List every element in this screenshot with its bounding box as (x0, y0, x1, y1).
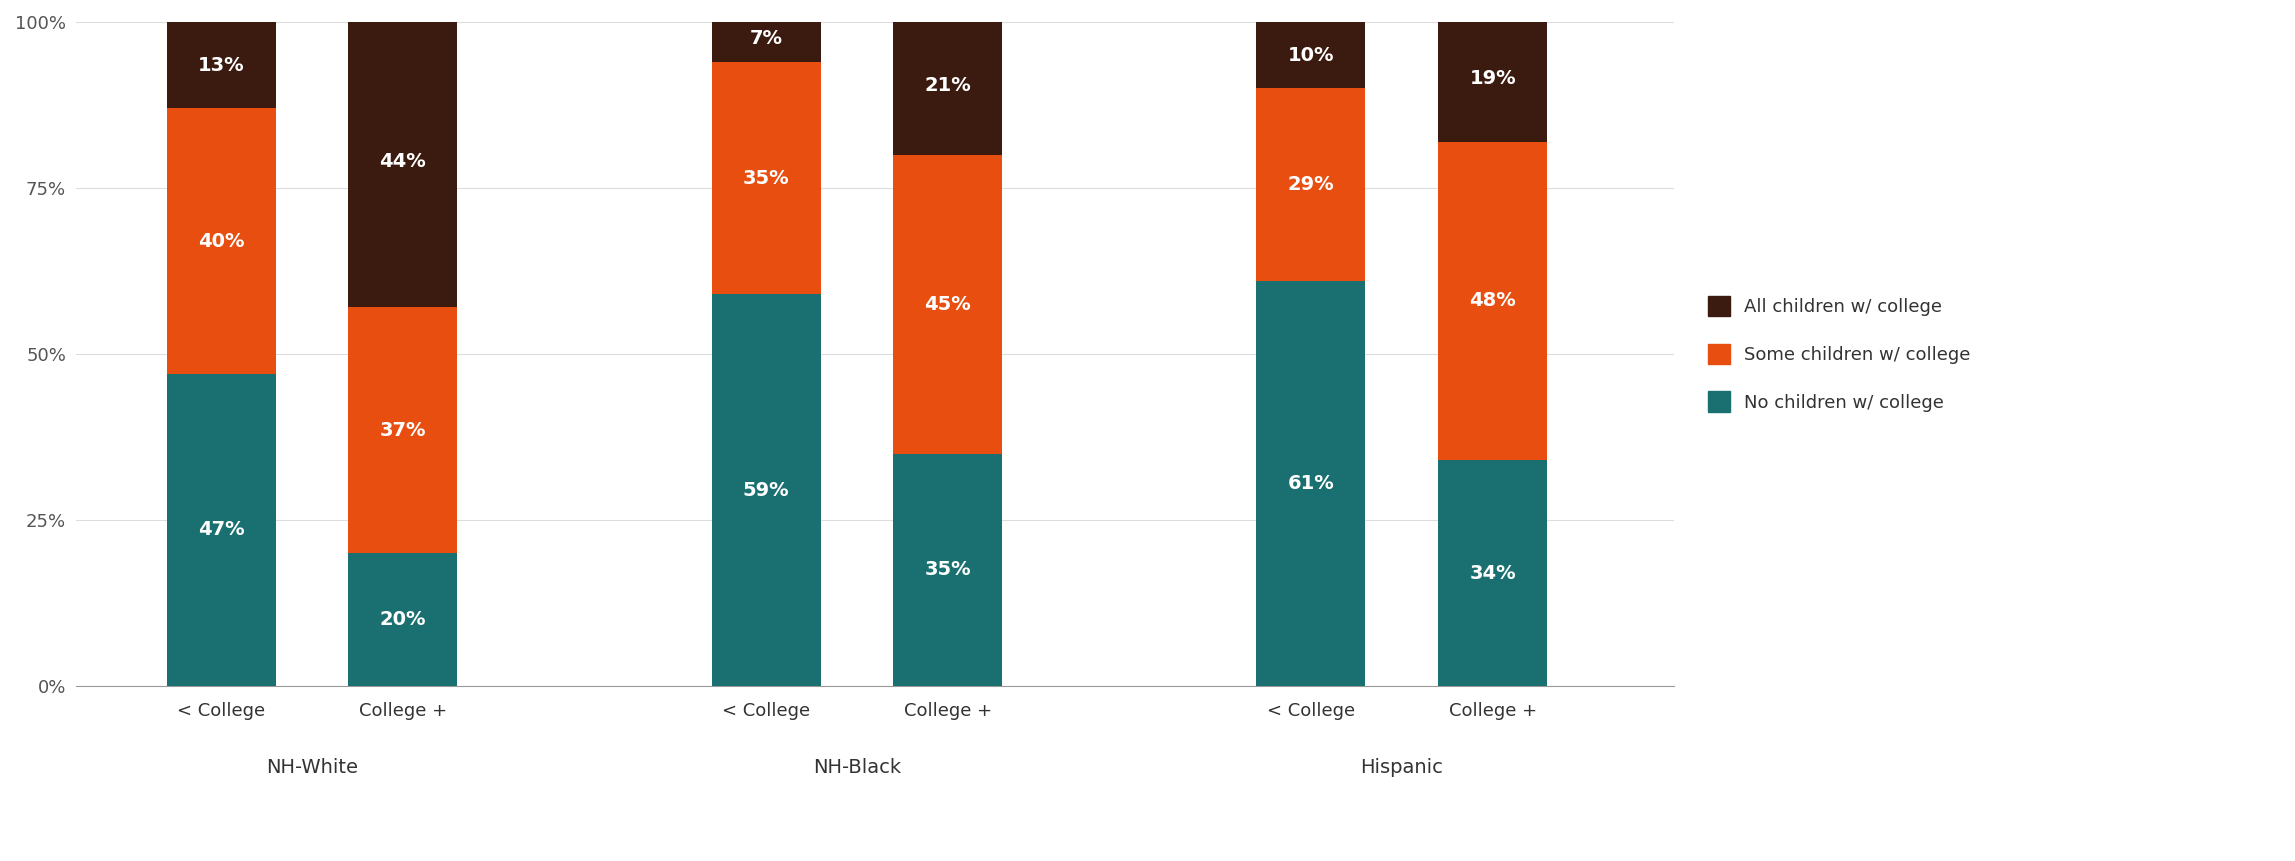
Text: 10%: 10% (1287, 46, 1333, 65)
Text: 44%: 44% (379, 152, 427, 171)
Bar (711, 294, 822, 686)
Bar (893, 454, 1003, 686)
Text: 48%: 48% (1469, 291, 1517, 310)
Text: 29%: 29% (1287, 175, 1333, 194)
Text: 21%: 21% (925, 76, 971, 95)
Bar (349, 15, 457, 307)
Text: 40%: 40% (197, 232, 243, 251)
Bar (711, 15, 822, 62)
Bar (349, 307, 457, 553)
Bar (711, 62, 822, 294)
Bar (168, 108, 275, 374)
Text: 45%: 45% (925, 294, 971, 313)
Text: 35%: 35% (925, 561, 971, 579)
Bar (168, 22, 275, 108)
Text: 35%: 35% (744, 169, 789, 188)
Text: Hispanic: Hispanic (1361, 759, 1444, 777)
Text: 61%: 61% (1287, 474, 1333, 492)
Bar (168, 374, 275, 686)
Bar (1255, 22, 1366, 89)
Bar (1255, 281, 1366, 686)
Legend: All children w/ college, Some children w/ college, No children w/ college: All children w/ college, Some children w… (1698, 287, 1981, 421)
Text: 47%: 47% (197, 520, 243, 539)
Text: 34%: 34% (1469, 564, 1517, 583)
Bar (1255, 89, 1366, 281)
Text: 19%: 19% (1469, 69, 1517, 88)
Bar (893, 155, 1003, 454)
Text: 13%: 13% (197, 56, 243, 75)
Text: 37%: 37% (379, 421, 427, 440)
Bar (1439, 15, 1547, 141)
Text: 59%: 59% (744, 480, 789, 499)
Text: 20%: 20% (379, 610, 427, 629)
Bar (893, 15, 1003, 155)
Text: NH-White: NH-White (266, 759, 358, 777)
Text: 7%: 7% (750, 29, 783, 48)
Bar (1439, 460, 1547, 686)
Bar (349, 553, 457, 686)
Text: NH-Black: NH-Black (812, 759, 902, 777)
Bar (1439, 141, 1547, 460)
